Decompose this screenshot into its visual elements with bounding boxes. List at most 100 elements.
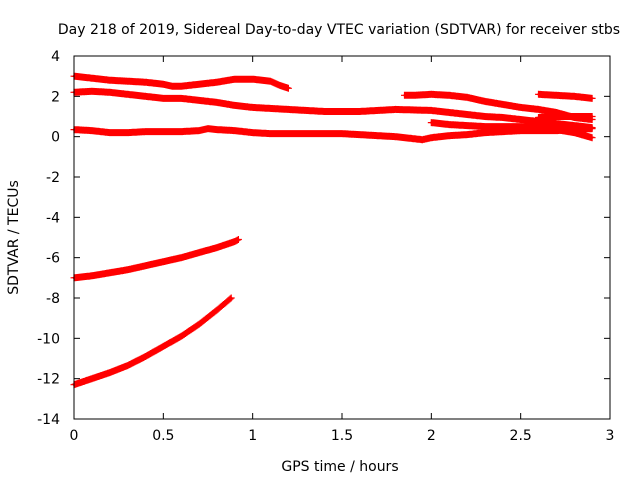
- data-point: [448, 123, 451, 126]
- series-track-6: [427, 119, 596, 142]
- data-point: [430, 121, 433, 124]
- data-point: [233, 104, 236, 107]
- x-tick-label: 1.5: [331, 428, 353, 444]
- y-axis-label: SDTVAR / TECUs: [6, 180, 22, 295]
- data-point: [465, 133, 469, 136]
- y-tick-label: -12: [37, 372, 60, 388]
- series-track-8: [70, 236, 242, 282]
- data-point: [197, 83, 201, 86]
- data-point: [555, 115, 558, 118]
- data-point: [180, 335, 183, 338]
- y-tick-label: 2: [51, 89, 60, 105]
- data-point: [171, 85, 174, 88]
- data-point: [448, 111, 451, 114]
- data-point: [287, 132, 290, 135]
- plot-area: [70, 72, 596, 389]
- data-point: [358, 133, 362, 136]
- series-markers: [535, 113, 596, 121]
- data-point: [537, 93, 540, 96]
- data-point: [162, 345, 165, 348]
- data-point: [430, 109, 433, 112]
- data-point: [197, 99, 201, 102]
- data-point: [90, 76, 94, 80]
- data-point: [108, 131, 111, 134]
- data-point: [108, 271, 111, 274]
- series-track-7: [535, 113, 596, 121]
- y-tick-label: -4: [46, 210, 60, 226]
- data-point: [358, 110, 362, 113]
- data-point: [537, 126, 540, 129]
- series-track-1: [70, 72, 292, 92]
- data-point: [590, 115, 594, 118]
- data-point: [573, 95, 576, 98]
- y-tick-label: -10: [37, 331, 60, 347]
- data-point: [233, 129, 236, 132]
- data-point: [590, 127, 594, 130]
- data-point: [501, 103, 504, 106]
- data-point: [215, 81, 219, 84]
- data-point: [215, 246, 219, 249]
- data-point: [215, 308, 219, 312]
- data-point: [269, 132, 272, 135]
- data-point: [215, 101, 219, 104]
- data-point: [465, 113, 469, 116]
- x-tick-label: 2.5: [510, 428, 532, 444]
- data-point: [126, 364, 129, 367]
- chart-title: Day 218 of 2019, Sidereal Day-to-day VTE…: [58, 22, 620, 38]
- data-point: [501, 130, 504, 133]
- x-tick-label: 1: [248, 428, 257, 444]
- series-markers: [70, 294, 235, 389]
- data-point: [555, 122, 558, 125]
- data-point: [237, 238, 240, 241]
- data-point: [180, 256, 183, 259]
- data-point: [555, 94, 558, 97]
- data-point: [430, 136, 433, 139]
- data-point: [197, 323, 201, 326]
- x-tick-label: 3: [606, 428, 615, 444]
- data-point: [412, 94, 415, 97]
- data-point: [465, 96, 469, 99]
- data-point: [215, 128, 219, 131]
- data-point: [269, 80, 272, 83]
- series-track-9: [70, 294, 235, 389]
- data-point: [180, 130, 183, 133]
- data-point: [162, 260, 165, 263]
- data-point: [180, 97, 183, 100]
- data-point: [180, 85, 183, 88]
- data-point: [501, 125, 504, 128]
- data-point: [501, 116, 504, 119]
- data-point: [251, 77, 254, 81]
- data-point: [126, 131, 129, 134]
- axis-ticks: 0 0.5 1 1.5 2 2.5 3 4 2 0 -2 -4 -6 -8 -10 -12 -14: [37, 49, 614, 444]
- data-point: [412, 137, 415, 140]
- data-point: [197, 129, 201, 132]
- data-point: [144, 95, 147, 98]
- data-point: [126, 80, 129, 83]
- data-point: [90, 377, 94, 380]
- data-point: [90, 274, 94, 278]
- data-point: [162, 130, 165, 133]
- data-point: [376, 134, 379, 137]
- series-markers: [70, 236, 242, 282]
- data-point: [590, 97, 594, 100]
- data-point: [233, 77, 236, 81]
- data-point: [126, 268, 129, 271]
- x-tick-label: 2: [427, 428, 436, 444]
- data-point: [197, 251, 201, 254]
- data-point: [483, 115, 487, 118]
- data-point: [430, 93, 433, 96]
- data-point: [448, 134, 451, 137]
- data-point: [144, 81, 147, 84]
- data-point: [394, 135, 397, 138]
- data-point: [90, 90, 94, 93]
- data-point: [448, 94, 451, 97]
- data-point: [590, 136, 594, 139]
- data-point: [519, 106, 522, 109]
- y-tick-label: -8: [46, 291, 60, 307]
- x-tick-label: 0: [70, 428, 79, 444]
- y-tick-label: -6: [46, 251, 60, 267]
- data-point: [251, 106, 254, 109]
- data-point: [340, 132, 344, 135]
- data-point: [555, 128, 558, 131]
- y-tick-label: 4: [51, 49, 60, 65]
